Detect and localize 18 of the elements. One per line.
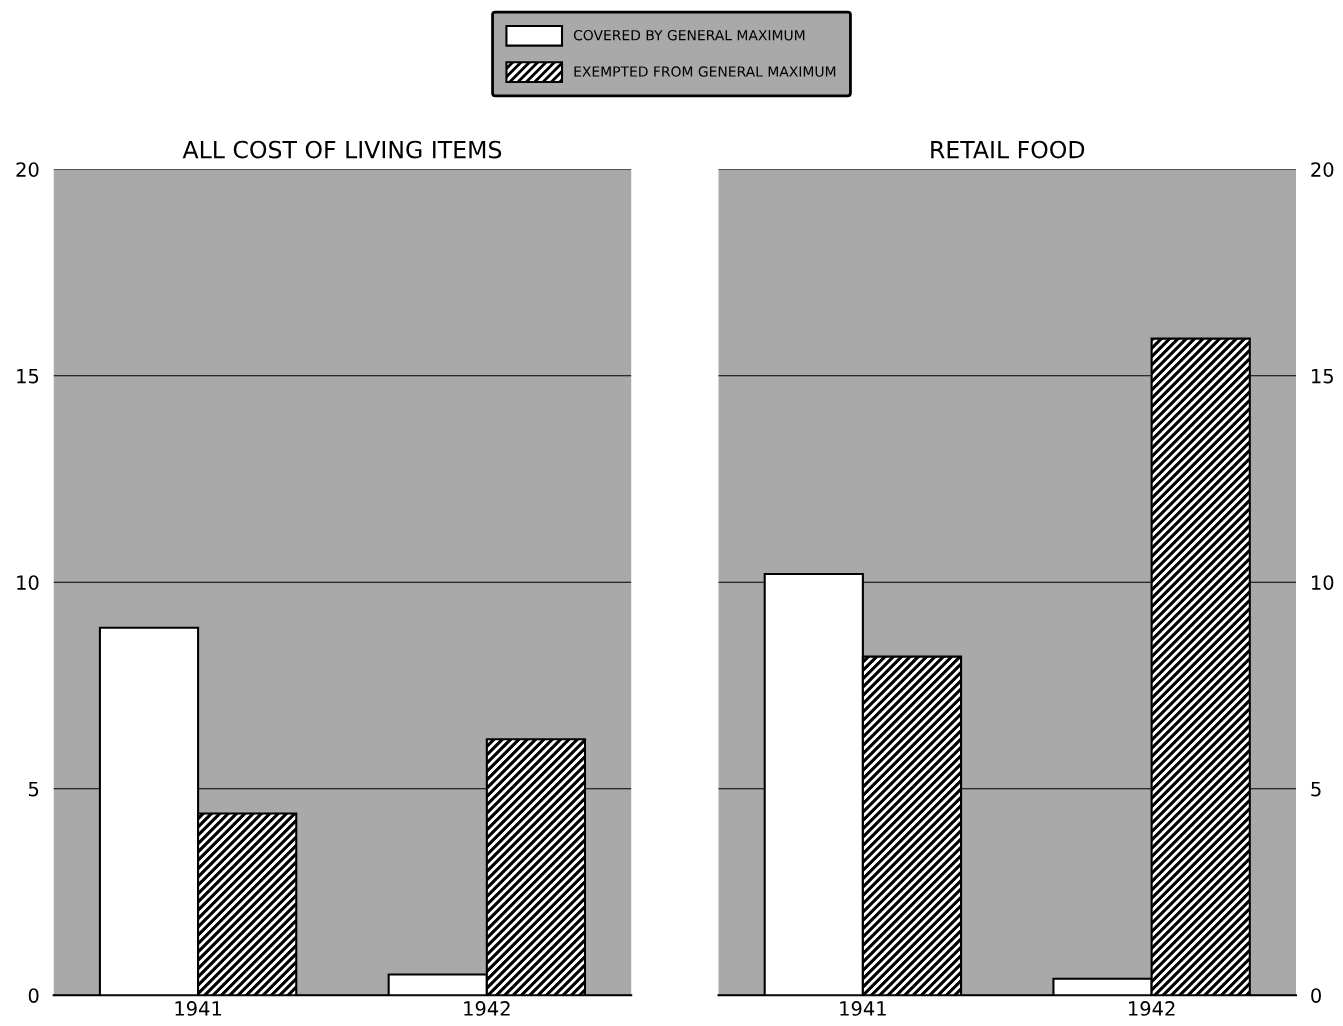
legend-label: EXEMPTED FROM GENERAL MAXIMUM (574, 66, 836, 77)
legend-label: COVERED BY GENERAL MAXIMUM (573, 29, 805, 41)
x-tick-label: 1942 (1129, 1001, 1175, 1016)
y-tick-label: 10 (17, 575, 39, 590)
y2-tick-label: 10 (1312, 575, 1334, 590)
x-tick-label: 1941 (175, 1001, 222, 1016)
y-tick-label: 0 (28, 988, 39, 1003)
y2-tick-label: 15 (1312, 368, 1333, 384)
y-tick-label: 20 (16, 162, 39, 177)
chart-title: ALL COST OF LIVING ITEMS (182, 140, 502, 159)
x-tick-label: 1941 (840, 1001, 886, 1016)
x-tick-label: 1942 (464, 1001, 510, 1016)
y2-tick-label: 0 (1311, 988, 1321, 1003)
y2-tick-label: 5 (1311, 781, 1321, 797)
y-tick-label: 15 (17, 368, 39, 384)
y-tick-label: 5 (28, 781, 39, 797)
y2-tick-label: 20 (1311, 162, 1334, 177)
chart-title: RETAIL FOOD (931, 140, 1085, 159)
